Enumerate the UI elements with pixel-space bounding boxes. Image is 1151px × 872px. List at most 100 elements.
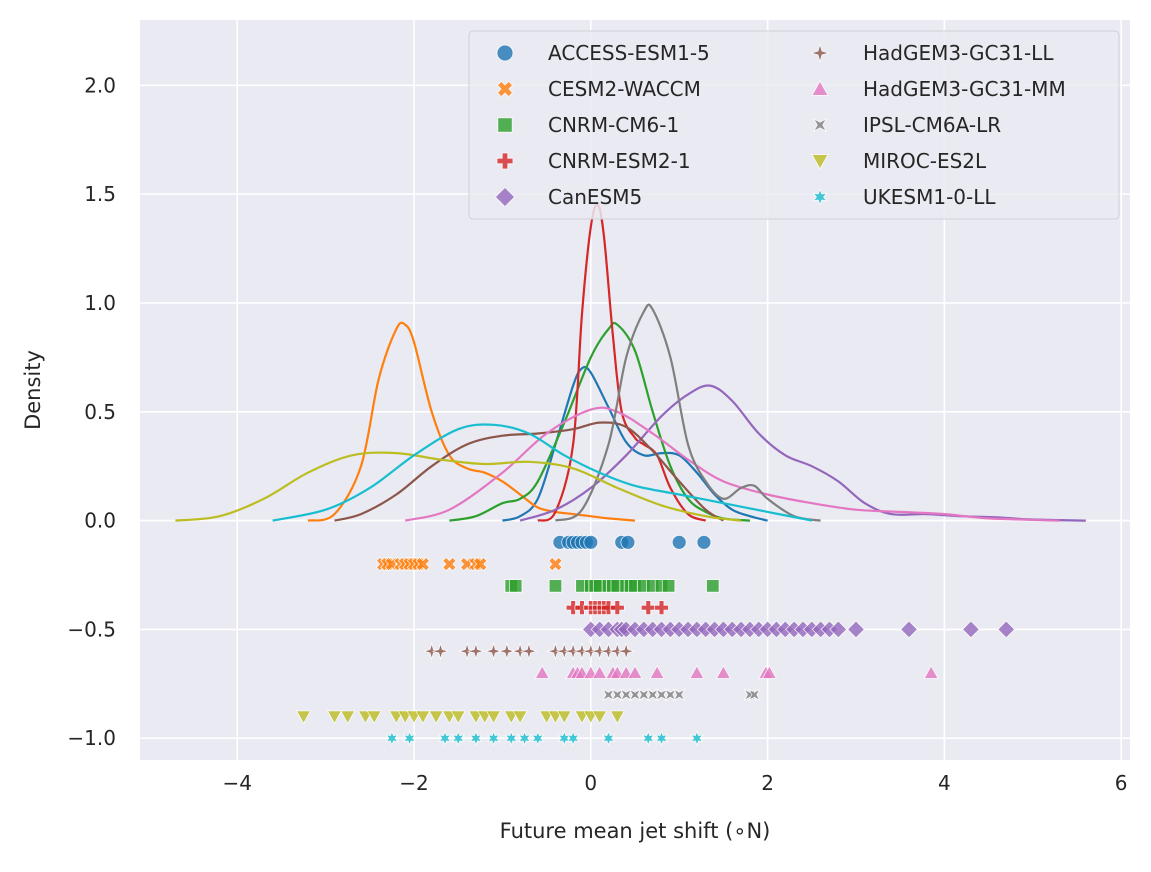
y-tick-label: 1.5 (84, 182, 116, 206)
legend-label: ACCESS-ESM1-5 (548, 41, 710, 65)
data-point (591, 710, 608, 725)
legend-marker (812, 188, 828, 206)
legend-marker (496, 80, 514, 98)
data-point (672, 688, 686, 702)
x-tick-label: 4 (938, 771, 951, 795)
legend-marker (812, 117, 828, 133)
legend-marker (494, 186, 516, 208)
data-point (627, 665, 643, 679)
data-point (747, 688, 761, 702)
y-axis-label: Density (21, 350, 45, 430)
data-point (655, 688, 669, 702)
legend-marker (496, 152, 514, 170)
legend-label: HadGEM3-GC31-LL (863, 41, 1054, 65)
data-point (497, 642, 516, 661)
data-point (715, 665, 732, 679)
data-point (450, 710, 466, 725)
strip-series-cesm2-waccm (375, 556, 563, 572)
data-point (519, 642, 539, 661)
data-point (609, 600, 625, 616)
data-point (900, 620, 918, 639)
data-point (663, 688, 677, 702)
kde-curve-miroc-es2l (175, 451, 742, 522)
data-point (829, 620, 848, 639)
legend-marker (811, 154, 829, 170)
legend-label: CanESM5 (548, 185, 642, 209)
legend: ACCESS-ESM1-5 CESM2-WACCM CNRM-CM6-1 CNRM-E… (468, 30, 1120, 220)
legend-label: HadGEM3-GC31-MM (863, 77, 1066, 101)
data-point (601, 688, 615, 702)
data-point (617, 642, 636, 661)
data-point (671, 534, 687, 550)
kde-curves (175, 203, 1086, 522)
legend-marker (497, 117, 513, 133)
data-point (619, 688, 633, 702)
data-point (847, 620, 865, 639)
data-point (654, 600, 669, 616)
data-point (654, 730, 669, 746)
data-point (548, 579, 563, 593)
kde-curve-access-esm1-5 (502, 365, 768, 522)
strip-series-cnrm-cm6-1 (504, 579, 720, 593)
data-point (504, 730, 518, 746)
kde-curve-hadgem3-gc31-ll (334, 421, 724, 522)
strip-series-cnrm-esm2-1 (565, 600, 669, 616)
y-tick-label: −1.0 (67, 726, 116, 750)
data-point (620, 534, 636, 550)
data-point (610, 688, 624, 702)
strip-series-canesm5 (581, 620, 1016, 639)
x-tick-label: 2 (761, 771, 774, 795)
data-point (583, 534, 599, 550)
data-point (923, 665, 939, 679)
data-point (473, 556, 488, 572)
data-point (485, 710, 502, 725)
data-point (637, 688, 651, 702)
legend-marker (809, 42, 831, 64)
data-point (696, 534, 712, 550)
y-tick-label: −0.5 (67, 617, 116, 641)
data-point (649, 665, 665, 679)
data-point (997, 620, 1016, 639)
kde-curve-cesm2-waccm (307, 321, 636, 522)
data-point (566, 730, 580, 746)
data-point (385, 730, 399, 746)
legend-label: CESM2-WACCM (548, 77, 701, 101)
legend-box (468, 30, 1120, 220)
data-point (438, 730, 452, 746)
data-point (517, 730, 532, 746)
data-point (706, 579, 720, 593)
legend-label: CNRM-CM6-1 (548, 113, 679, 137)
data-point (689, 665, 705, 679)
data-point (628, 688, 642, 702)
data-point (366, 710, 382, 725)
x-tick-label: 0 (584, 771, 597, 795)
data-point (531, 730, 545, 746)
x-tick-label: 6 (1115, 771, 1128, 795)
legend-marker (496, 44, 514, 62)
data-point (428, 710, 444, 725)
data-point (661, 579, 676, 593)
data-point (641, 730, 655, 746)
data-point (415, 556, 431, 572)
data-point (340, 710, 356, 725)
legend-marker (811, 80, 829, 96)
kde-curve-ukesm1-0-ll (272, 423, 813, 522)
data-point (646, 688, 660, 702)
data-point (556, 710, 572, 725)
data-point (961, 620, 980, 639)
data-point (512, 710, 528, 725)
strip-series-hadgem3-gc31-ll (422, 642, 636, 661)
kde-curve-hadgem3-gc31-mm (404, 406, 1060, 522)
data-point (548, 556, 563, 572)
data-point (415, 710, 431, 725)
strip-series-ukesm1-0-ll (385, 730, 704, 746)
y-tick-label: 1.0 (84, 291, 116, 315)
data-point (431, 642, 450, 661)
y-tick-label: 0.5 (84, 400, 116, 424)
strip-series-access-esm1-5 (552, 534, 712, 550)
y-tick-label: 2.0 (84, 73, 116, 97)
data-point (466, 642, 486, 661)
data-point (601, 730, 616, 746)
x-tick-label: −2 (399, 771, 428, 795)
